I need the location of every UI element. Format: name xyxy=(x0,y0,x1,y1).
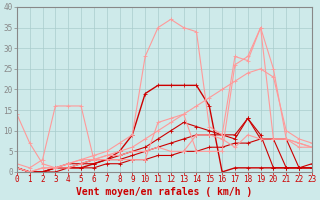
X-axis label: Vent moyen/en rafales ( km/h ): Vent moyen/en rafales ( km/h ) xyxy=(76,187,252,197)
